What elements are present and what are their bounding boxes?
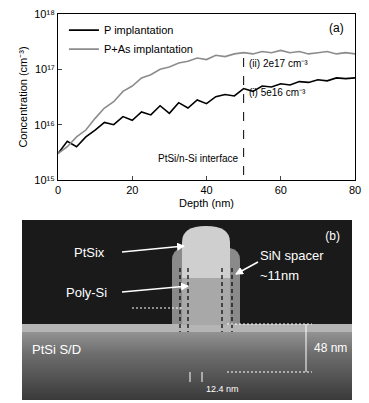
svg-text:Concentration (cm⁻³): Concentration (cm⁻³) bbox=[17, 46, 29, 147]
svg-text:60: 60 bbox=[275, 184, 287, 196]
svg-text:10¹⁸: 10¹⁸ bbox=[34, 8, 55, 20]
svg-text:PtSi S/D: PtSi S/D bbox=[32, 342, 81, 357]
svg-text:10¹⁵: 10¹⁵ bbox=[34, 174, 54, 186]
svg-text:20: 20 bbox=[126, 184, 138, 196]
svg-text:0: 0 bbox=[55, 184, 61, 196]
svg-text:Depth (nm): Depth (nm) bbox=[179, 197, 234, 209]
svg-text:(ii) 2e17 cm⁻³: (ii) 2e17 cm⁻³ bbox=[249, 58, 308, 69]
svg-text:PtSix: PtSix bbox=[74, 245, 105, 260]
svg-text:10¹⁶: 10¹⁶ bbox=[34, 119, 54, 131]
svg-text:40: 40 bbox=[200, 184, 212, 196]
svg-text:(i) 5e16 cm⁻³: (i) 5e16 cm⁻³ bbox=[249, 87, 306, 98]
svg-text:10¹⁷: 10¹⁷ bbox=[35, 63, 55, 75]
svg-text:(a): (a) bbox=[329, 21, 344, 35]
svg-text:P implantation: P implantation bbox=[104, 24, 174, 36]
svg-text:48 nm: 48 nm bbox=[314, 341, 347, 355]
svg-text:12.4 nm: 12.4 nm bbox=[206, 384, 239, 394]
svg-text:~11nm: ~11nm bbox=[260, 268, 299, 283]
svg-text:(b): (b) bbox=[325, 229, 340, 243]
svg-text:P+As implantation: P+As implantation bbox=[104, 43, 193, 55]
svg-text:Poly-Si: Poly-Si bbox=[66, 285, 107, 300]
svg-text:80: 80 bbox=[349, 184, 361, 196]
svg-text:PtSi/n-Si interface: PtSi/n-Si interface bbox=[158, 153, 238, 164]
svg-text:SiN spacer: SiN spacer bbox=[260, 248, 324, 263]
